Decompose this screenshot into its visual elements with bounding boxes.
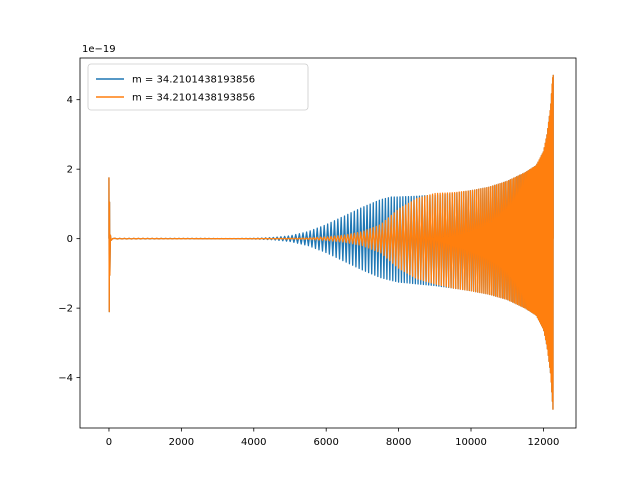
x-tick-label: 0 <box>106 437 112 448</box>
y-tick-label: −4 <box>58 373 73 384</box>
x-axis: 0 2000 4000 6000 8000 10000 12000 <box>106 428 560 448</box>
x-tick-label: 6000 <box>313 437 338 448</box>
x-tick-label: 2000 <box>169 437 194 448</box>
y-tick-label: 2 <box>67 165 73 176</box>
x-tick-label: 4000 <box>241 437 266 448</box>
series-line-2 <box>108 74 554 410</box>
legend-label-2: m = 34.2101438193856 <box>132 93 255 104</box>
x-tick-label: 10000 <box>455 437 487 448</box>
series-layer <box>108 74 554 410</box>
y-tick-label: 0 <box>67 234 73 245</box>
x-tick-label: 12000 <box>528 437 560 448</box>
y-tick-label: −2 <box>58 304 73 315</box>
legend-label-1: m = 34.2101438193856 <box>132 75 255 86</box>
plot-frame <box>79 57 577 429</box>
legend-box <box>87 63 309 111</box>
y-tick-label: 4 <box>67 95 73 106</box>
y-axis: −4 −2 0 2 4 <box>58 95 80 384</box>
legend: m = 34.2101438193856 m = 34.2101438193856 <box>87 63 309 111</box>
x-tick-label: 8000 <box>386 437 411 448</box>
y-offset-text: 1e−19 <box>82 44 116 55</box>
